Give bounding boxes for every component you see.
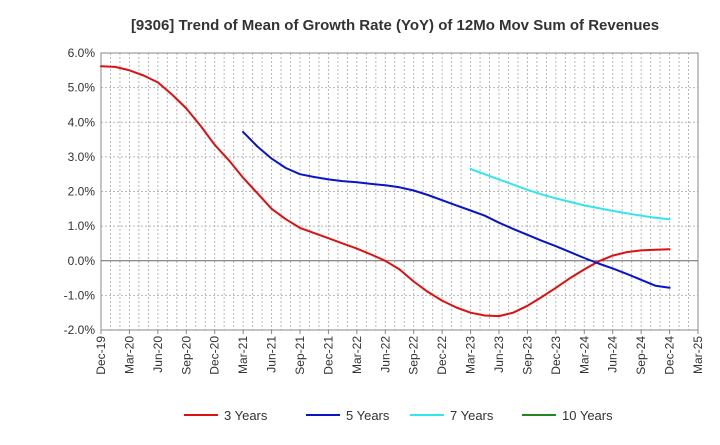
- series-layer: [100, 65, 671, 318]
- y-tick-label: 3.0%: [68, 150, 96, 164]
- x-tick-label: Sep-21: [293, 336, 307, 375]
- x-tick-label: Jun-21: [265, 336, 279, 373]
- x-tick-label: Dec-21: [321, 336, 335, 375]
- x-tick-label: Dec-20: [208, 336, 222, 375]
- x-tick-label: Mar-21: [236, 336, 250, 374]
- grid-layer: [100, 52, 699, 331]
- legend-label-3-years: 3 Years: [224, 408, 268, 423]
- x-tick-label: Jun-23: [492, 336, 506, 373]
- y-tick-label: -1.0%: [64, 288, 96, 302]
- x-tick-label: Mar-24: [577, 336, 591, 374]
- y-tick-label: 6.0%: [68, 46, 96, 60]
- x-tick-label: Sep-24: [634, 336, 648, 375]
- x-tick-label: Mar-20: [122, 336, 136, 374]
- axis-layer: 6.0%5.0%4.0%3.0%2.0%1.0%0.0%-1.0%-2.0%De…: [64, 46, 705, 375]
- plot-frame: [100, 52, 699, 331]
- y-tick-label: -2.0%: [64, 323, 96, 337]
- x-tick-label: Sep-20: [179, 336, 193, 375]
- x-tick-label: Sep-22: [407, 336, 421, 375]
- x-tick-label: Dec-24: [663, 336, 677, 375]
- legend: 3 Years 5 Years 7 Years 10 Years: [184, 408, 613, 423]
- x-tick-label: Mar-23: [464, 336, 478, 374]
- x-tick-label: Jun-20: [151, 336, 165, 373]
- legend-label-5-years: 5 Years: [346, 408, 390, 423]
- x-tick-label: Jun-22: [378, 336, 392, 373]
- y-tick-label: 2.0%: [68, 185, 96, 199]
- y-tick-label: 4.0%: [68, 115, 96, 129]
- series-line-3-years: [100, 65, 671, 318]
- x-tick-label: Mar-25: [691, 336, 705, 374]
- legend-label-7-years: 7 Years: [450, 408, 494, 423]
- series-line-7-years: [469, 168, 671, 221]
- x-tick-label: Dec-19: [94, 336, 108, 375]
- x-tick-label: Sep-23: [520, 336, 534, 375]
- x-tick-label: Dec-23: [549, 336, 563, 375]
- y-tick-label: 1.0%: [68, 219, 96, 233]
- y-tick-label: 5.0%: [68, 81, 96, 95]
- series-line-5-years: [242, 130, 671, 289]
- x-tick-label: Mar-22: [350, 336, 364, 374]
- chart-title: [9306] Trend of Mean of Growth Rate (YoY…: [131, 17, 659, 34]
- y-tick-label: 0.0%: [68, 254, 96, 268]
- x-tick-label: Jun-24: [606, 336, 620, 373]
- legend-label-10-years: 10 Years: [562, 408, 613, 423]
- x-tick-label: Dec-22: [435, 336, 449, 375]
